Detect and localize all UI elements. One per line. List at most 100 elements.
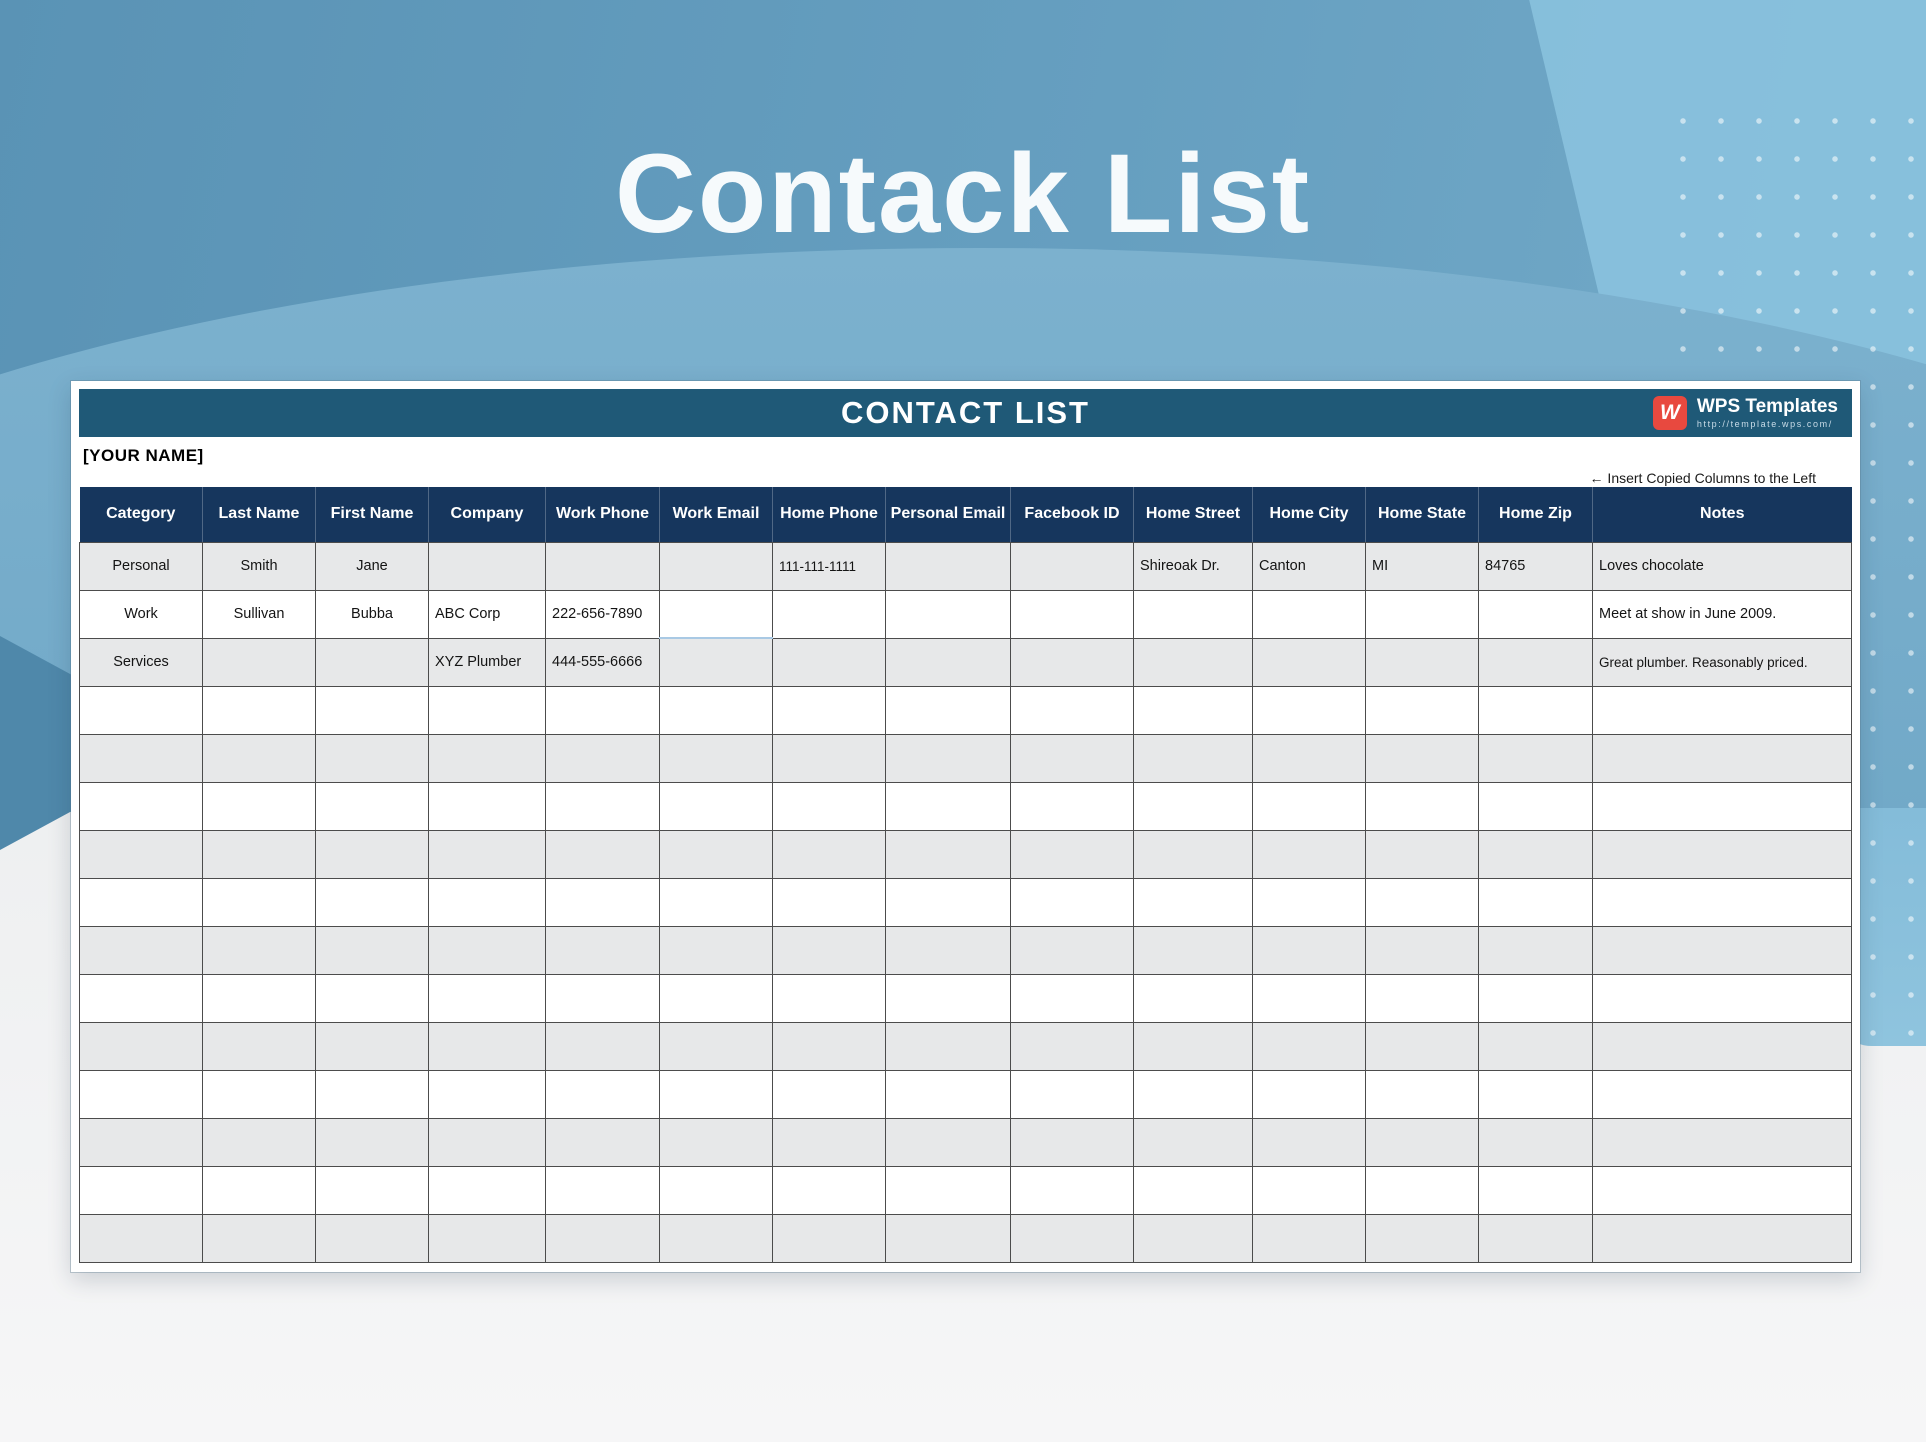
table-cell[interactable] bbox=[772, 781, 886, 831]
table-cell[interactable] bbox=[885, 1069, 1011, 1119]
table-cell[interactable] bbox=[315, 1213, 429, 1263]
table-cell[interactable] bbox=[428, 733, 546, 783]
table-cell[interactable] bbox=[1365, 1069, 1479, 1119]
table-cell[interactable] bbox=[1010, 541, 1134, 591]
table-cell[interactable] bbox=[659, 589, 773, 639]
table-cell[interactable]: XYZ Plumber bbox=[428, 637, 546, 687]
table-cell[interactable] bbox=[1010, 589, 1134, 639]
table-cell[interactable] bbox=[79, 685, 203, 735]
table-cell[interactable] bbox=[1592, 877, 1852, 927]
table-cell[interactable] bbox=[1478, 829, 1593, 879]
table-cell[interactable] bbox=[1252, 1117, 1366, 1167]
table-cell[interactable] bbox=[1478, 1069, 1593, 1119]
table-cell[interactable] bbox=[1365, 1213, 1479, 1263]
table-cell[interactable] bbox=[1133, 685, 1253, 735]
table-cell[interactable] bbox=[1010, 829, 1134, 879]
table-cell[interactable] bbox=[545, 973, 660, 1023]
table-cell[interactable] bbox=[79, 973, 203, 1023]
table-cell[interactable] bbox=[885, 733, 1011, 783]
owner-name-cell[interactable]: [YOUR NAME] bbox=[83, 446, 204, 465]
table-cell[interactable] bbox=[1010, 973, 1134, 1023]
table-cell[interactable] bbox=[1133, 1117, 1253, 1167]
table-cell[interactable]: 111-111-1111 bbox=[772, 541, 886, 591]
table-cell[interactable] bbox=[885, 925, 1011, 975]
table-cell[interactable] bbox=[659, 973, 773, 1023]
table-cell[interactable]: Sullivan bbox=[202, 589, 316, 639]
table-cell[interactable] bbox=[1592, 925, 1852, 975]
table-cell[interactable] bbox=[1592, 1213, 1852, 1263]
table-cell[interactable] bbox=[202, 781, 316, 831]
table-cell[interactable] bbox=[545, 1165, 660, 1215]
table-cell[interactable] bbox=[79, 1021, 203, 1071]
wps-brand[interactable]: W WPS Templates http://template.wps.com/ bbox=[1652, 389, 1838, 437]
table-cell[interactable] bbox=[659, 1165, 773, 1215]
table-cell[interactable] bbox=[202, 733, 316, 783]
table-cell[interactable] bbox=[202, 1165, 316, 1215]
table-cell[interactable] bbox=[1478, 781, 1593, 831]
table-cell[interactable] bbox=[1592, 1021, 1852, 1071]
table-cell[interactable] bbox=[1252, 685, 1366, 735]
table-cell[interactable] bbox=[1592, 829, 1852, 879]
table-cell[interactable] bbox=[1592, 685, 1852, 735]
table-cell[interactable] bbox=[79, 877, 203, 927]
table-cell[interactable] bbox=[1010, 1117, 1134, 1167]
table-cell[interactable] bbox=[1010, 1069, 1134, 1119]
table-cell[interactable] bbox=[545, 685, 660, 735]
table-cell[interactable] bbox=[772, 1021, 886, 1071]
table-cell[interactable] bbox=[315, 1069, 429, 1119]
table-cell[interactable] bbox=[428, 877, 546, 927]
table-cell[interactable] bbox=[772, 1165, 886, 1215]
table-cell[interactable] bbox=[885, 541, 1011, 591]
table-cell[interactable] bbox=[1478, 637, 1593, 687]
table-cell[interactable] bbox=[772, 877, 886, 927]
table-cell[interactable] bbox=[428, 781, 546, 831]
table-cell[interactable] bbox=[202, 973, 316, 1023]
table-cell[interactable] bbox=[1365, 781, 1479, 831]
table-cell[interactable] bbox=[1133, 781, 1253, 831]
table-cell[interactable] bbox=[1010, 685, 1134, 735]
table-cell[interactable] bbox=[1133, 1069, 1253, 1119]
table-cell[interactable] bbox=[1133, 1165, 1253, 1215]
table-cell[interactable]: Work bbox=[79, 589, 203, 639]
table-cell[interactable] bbox=[772, 925, 886, 975]
table-cell[interactable] bbox=[885, 781, 1011, 831]
table-cell[interactable]: Personal bbox=[79, 541, 203, 591]
table-cell[interactable] bbox=[659, 829, 773, 879]
table-cell[interactable] bbox=[1010, 1165, 1134, 1215]
table-cell[interactable]: Services bbox=[79, 637, 203, 687]
table-cell[interactable] bbox=[315, 637, 429, 687]
table-cell[interactable] bbox=[885, 589, 1011, 639]
table-cell[interactable] bbox=[885, 1117, 1011, 1167]
table-cell[interactable]: MI bbox=[1365, 541, 1479, 591]
table-cell[interactable] bbox=[1133, 1021, 1253, 1071]
table-cell[interactable] bbox=[1252, 1165, 1366, 1215]
table-cell[interactable] bbox=[1010, 1213, 1134, 1263]
table-cell[interactable] bbox=[772, 973, 886, 1023]
table-cell[interactable] bbox=[79, 1117, 203, 1167]
table-cell[interactable] bbox=[428, 1117, 546, 1167]
table-cell[interactable] bbox=[315, 973, 429, 1023]
table-cell[interactable] bbox=[772, 1213, 886, 1263]
table-cell[interactable] bbox=[79, 925, 203, 975]
table-cell[interactable] bbox=[1592, 733, 1852, 783]
table-cell[interactable] bbox=[428, 1165, 546, 1215]
table-cell[interactable] bbox=[1252, 1213, 1366, 1263]
table-cell[interactable] bbox=[1365, 829, 1479, 879]
table-cell[interactable] bbox=[1133, 973, 1253, 1023]
table-cell[interactable] bbox=[1252, 637, 1366, 687]
table-cell[interactable] bbox=[315, 781, 429, 831]
table-cell[interactable] bbox=[772, 733, 886, 783]
table-cell[interactable] bbox=[1133, 877, 1253, 927]
table-cell[interactable] bbox=[428, 1213, 546, 1263]
table-cell[interactable] bbox=[772, 829, 886, 879]
table-cell[interactable] bbox=[315, 1165, 429, 1215]
table-cell[interactable] bbox=[659, 781, 773, 831]
table-cell[interactable]: Smith bbox=[202, 541, 316, 591]
table-cell[interactable]: Meet at show in June 2009. bbox=[1592, 589, 1852, 639]
table-cell[interactable] bbox=[1252, 1069, 1366, 1119]
table-cell[interactable] bbox=[1133, 637, 1253, 687]
table-cell[interactable] bbox=[659, 925, 773, 975]
table-cell[interactable] bbox=[545, 1069, 660, 1119]
table-cell[interactable] bbox=[885, 1165, 1011, 1215]
table-cell[interactable] bbox=[1010, 733, 1134, 783]
